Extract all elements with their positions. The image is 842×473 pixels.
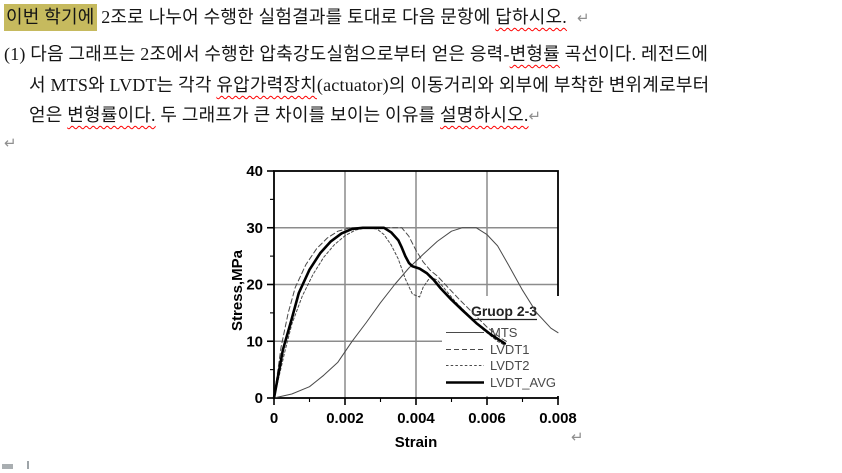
- paragraph-2-text-2: 곡선이다. 레전드에: [559, 44, 709, 64]
- legend-title: Gruop 2-3: [471, 303, 537, 319]
- stress-strain-chart: 0 0.002 0.004 0.006 0.008 0 10 20 30 40 Strain Stre…: [229, 163, 577, 451]
- svg-text:0.002: 0.002: [326, 410, 364, 427]
- paragraph-4-text: 얻은: [29, 105, 68, 125]
- legend-label: LVDT2: [490, 358, 530, 373]
- series-LVDT2: [273, 227, 506, 399]
- legend-item: LVDT_AVG: [446, 375, 556, 390]
- misspelled-word: 유압가력장치: [216, 75, 317, 95]
- misspelled-word: 변형률: [509, 44, 560, 64]
- highlighted-text: 이번 학기에: [4, 4, 97, 31]
- paragraph-5: ↵: [4, 132, 17, 153]
- misspelled-word: 설명하시오.: [440, 105, 529, 125]
- axis-ticks: [267, 170, 559, 405]
- legend-label: MTS: [490, 325, 518, 340]
- paragraph-3-text: 서 MTS와 LVDT는 각각: [29, 75, 217, 95]
- series-LVDT_AVG: [272, 226, 507, 400]
- misspelled-word: 변형률이다.: [67, 105, 156, 125]
- misspelled-word: 답하시오.: [495, 7, 568, 27]
- svg-text:0.006: 0.006: [468, 410, 506, 427]
- y-axis-label: Stress,MPa: [229, 249, 246, 331]
- paragraph-mark: ↵: [4, 134, 17, 152]
- paragraph-2-text: (1) 다음 그래프는 2조에서 수행한 압축강도실험으로부터 얻은 응력-: [4, 44, 510, 64]
- legend-item: MTS: [446, 325, 518, 340]
- paragraph-1: 이번 학기에 2조로 나누어 수행한 실험결과를 토대로 다음 문항에 답하시오…: [4, 3, 590, 31]
- svg-text:10: 10: [246, 333, 263, 350]
- paragraph-1-text: 2조로 나누어 수행한 실험결과를 토대로 다음 문항에: [96, 7, 496, 27]
- paragraph-mark: ↵: [528, 107, 542, 125]
- stress-strain-chart-figure[interactable]: 0 0.002 0.004 0.006 0.008 0 10 20 30 40 Strain Stre…: [228, 160, 608, 460]
- legend-item: LVDT1: [446, 342, 530, 357]
- paragraph-3-text-2: (actuator)의 이동거리와 외부에 부착한 변위계로부터: [316, 75, 710, 95]
- screen-artifact: [2, 464, 13, 469]
- legend-label: LVDT_AVG: [490, 375, 556, 390]
- y-tick-labels: 0 10 20 30 40: [246, 163, 263, 407]
- x-tick-labels: 0 0.002 0.004 0.006 0.008: [270, 410, 577, 427]
- series-MTS: [273, 227, 559, 399]
- svg-text:30: 30: [246, 220, 263, 237]
- paragraph-3: 서 MTS와 LVDT는 각각 유압가력장치(actuator)의 이동거리와 …: [29, 71, 709, 97]
- gridlines: [274, 171, 558, 398]
- paragraph-mark: ↵: [577, 9, 590, 27]
- screen-artifact: [27, 461, 29, 469]
- paragraph-4: 얻은 변형률이다. 두 그래프가 큰 차이를 보이는 이유를 설명하시오.↵: [29, 101, 541, 127]
- svg-text:20: 20: [246, 277, 263, 294]
- legend-item: LVDT2: [446, 358, 530, 373]
- paragraph-2: (1) 다음 그래프는 2조에서 수행한 압축강도실험으로부터 얻은 응력-변형…: [4, 40, 708, 66]
- svg-text:40: 40: [246, 163, 263, 180]
- svg-text:0: 0: [270, 410, 278, 427]
- x-axis-label: Strain: [395, 434, 438, 451]
- paragraph-4-text-2: 두 그래프가 큰 차이를 보이는 이유를: [155, 105, 441, 125]
- series-LVDT1: [273, 227, 509, 399]
- paragraph-mark: ↵: [571, 428, 584, 446]
- legend-label: LVDT1: [490, 342, 530, 357]
- svg-text:0: 0: [255, 390, 263, 407]
- svg-text:0.004: 0.004: [397, 410, 435, 427]
- svg-text:0.008: 0.008: [539, 410, 577, 427]
